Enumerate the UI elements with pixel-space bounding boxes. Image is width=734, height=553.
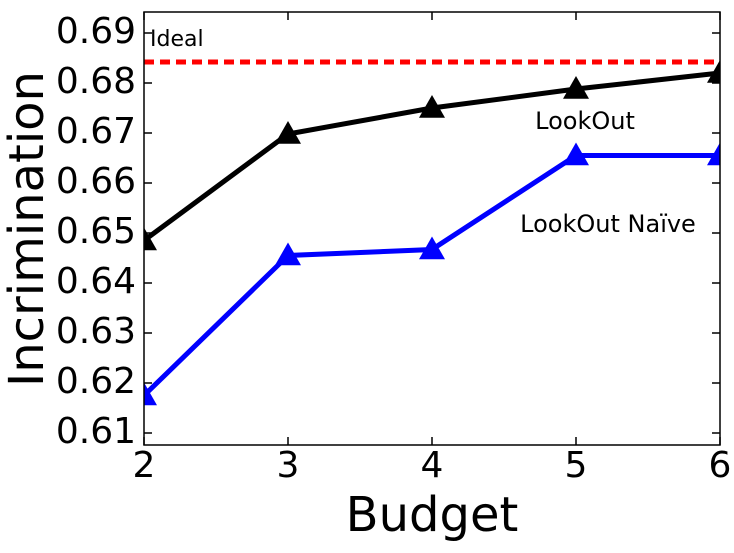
marker <box>707 60 720 83</box>
y-axis-label: Incrimination <box>0 71 55 387</box>
marker <box>563 142 589 166</box>
y-tick-label: 0.66 <box>56 161 136 202</box>
marker <box>419 95 445 118</box>
y-tick-label: 0.67 <box>56 111 136 152</box>
plot-area <box>144 59 720 406</box>
x-tick-label: 5 <box>565 445 588 486</box>
y-tick-label: 0.68 <box>56 61 136 102</box>
series-label: LookOut Naïve <box>520 210 696 238</box>
y-tick-label: 0.62 <box>56 361 136 402</box>
x-tick-label: 4 <box>421 445 444 486</box>
marker <box>144 382 157 406</box>
x-tick-label: 2 <box>133 445 156 486</box>
y-tick-label: 0.69 <box>56 11 136 52</box>
x-tick-label: 6 <box>709 445 732 486</box>
y-tick-label: 0.61 <box>56 411 136 452</box>
y-tick-label: 0.64 <box>56 261 136 302</box>
y-tick-label: 0.65 <box>56 211 136 252</box>
series-line <box>144 153 720 398</box>
marker <box>563 76 589 99</box>
series-label: LookOut <box>535 107 635 135</box>
ideal-label: Ideal <box>150 27 204 52</box>
x-tick-label: 3 <box>277 445 300 486</box>
marker <box>419 236 445 260</box>
y-tick-label: 0.63 <box>56 311 136 352</box>
marker <box>275 242 301 266</box>
marker <box>707 142 720 166</box>
x-axis-label: Budget <box>346 487 519 543</box>
marker <box>275 121 301 144</box>
